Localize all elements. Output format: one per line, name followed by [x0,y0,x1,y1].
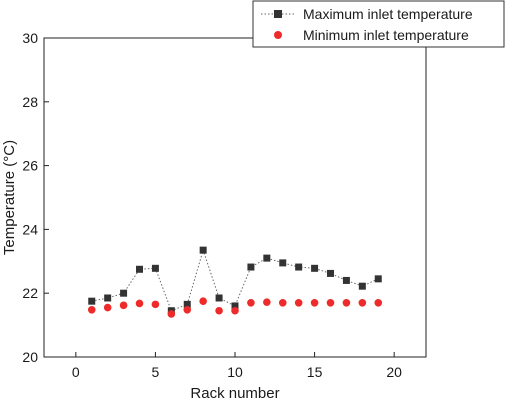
point-min-4 [135,299,144,308]
point-max-16 [327,269,334,277]
point-min-14 [294,298,303,307]
point-min-15 [310,298,319,307]
point-max-3 [120,289,128,297]
point-min-2 [103,303,112,312]
point-min-9 [215,306,223,315]
legend-label-min: Minimum inlet temperature [303,27,469,43]
y-tick-label-1: 22 [22,285,38,301]
point-min-16 [326,298,335,307]
legend-marker-max [274,10,282,18]
x-tick-label-4: 20 [386,364,402,380]
axes: 0 5 10 15 20 20 22 24 26 28 30 [22,30,427,380]
point-min-5 [151,300,160,309]
point-max-17 [342,276,350,284]
point-min-8 [199,297,207,305]
legend-entry-max: Maximum inlet temperature [261,6,473,22]
y-axis-title: Temperature (°C) [1,140,18,255]
point-min-10 [231,306,239,315]
point-min-13 [278,298,287,307]
point-max-7 [183,300,191,308]
point-min-7 [183,305,192,314]
point-max-9 [215,294,223,302]
series-line-max [91,248,379,312]
point-min-1 [87,305,96,314]
point-max-8 [199,246,207,254]
point-min-3 [119,301,128,310]
point-min-6 [167,310,176,318]
legend-box [252,0,505,48]
y-tick-label-4: 28 [22,94,38,110]
y-tick-label-5: 30 [22,30,38,46]
x-tick-label-0: 0 [72,364,80,380]
point-min-17 [342,298,351,307]
point-max-1 [88,297,96,305]
x-axis-title: Rack number [190,385,279,402]
legend: Maximum inlet temperature Minimum inlet … [252,0,505,48]
x-tick-label-2: 10 [227,364,243,380]
y-tick-label-3: 26 [22,158,38,174]
point-min-11 [247,298,255,307]
x-tick-label-3: 15 [307,364,323,380]
y-tick-label-0: 20 [22,349,38,365]
point-max-12 [263,254,271,262]
point-max-18 [358,282,366,290]
point-max-14 [295,263,303,271]
plot-series [87,246,383,318]
point-max-2 [104,294,112,302]
point-min-18 [358,298,367,307]
point-max-4 [136,265,143,273]
legend-label-max: Maximum inlet temperature [303,6,473,22]
x-tick-label-1: 5 [152,364,160,380]
point-min-12 [263,298,271,306]
point-max-5 [151,264,159,272]
legend-marker-min [274,31,282,39]
point-max-19 [374,275,382,283]
point-max-13 [279,259,287,267]
point-max-10 [231,302,239,310]
point-min-19 [374,298,383,307]
point-max-11 [247,263,255,271]
point-max-15 [311,264,319,272]
y-tick-label-2: 24 [22,221,38,237]
legend-entry-min: Minimum inlet temperature [274,27,469,43]
